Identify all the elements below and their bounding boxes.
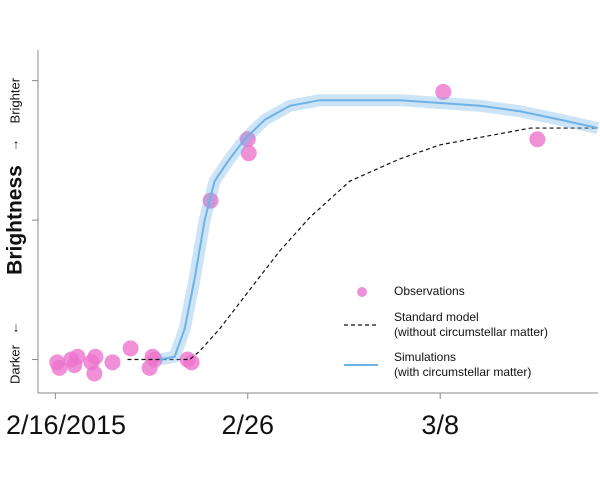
observation (87, 348, 104, 365)
y-tick-label: Darker (7, 344, 22, 384)
x-tick-label: 2/26 (221, 410, 274, 440)
legend-label: Simulations (394, 350, 456, 364)
observation (104, 354, 121, 371)
observation (146, 351, 163, 368)
observation (86, 365, 103, 382)
observation (183, 354, 200, 371)
legend-marker (357, 287, 367, 297)
observation (240, 145, 257, 162)
y-axis-label: Brightness (4, 165, 27, 275)
x-tick-label: 3/8 (421, 410, 459, 440)
observation (51, 359, 68, 376)
legend-label: Standard model (394, 310, 479, 324)
y-tick-label: Brighter (7, 77, 22, 123)
observation (69, 348, 86, 365)
observation (122, 340, 139, 357)
y-arrow: ↑ (13, 136, 20, 151)
y-arrow: ↓ (13, 319, 20, 334)
legend-label: Observations (394, 284, 465, 298)
model-line (127, 127, 598, 361)
legend-note: (without circumstellar matter) (394, 325, 548, 339)
legend-note: (with circumstellar matter) (394, 365, 531, 379)
observation (435, 83, 452, 100)
observation (239, 131, 256, 148)
simulation-line (159, 99, 599, 361)
observation (529, 131, 546, 148)
x-tick-label: 2/16/2015 (6, 410, 126, 440)
